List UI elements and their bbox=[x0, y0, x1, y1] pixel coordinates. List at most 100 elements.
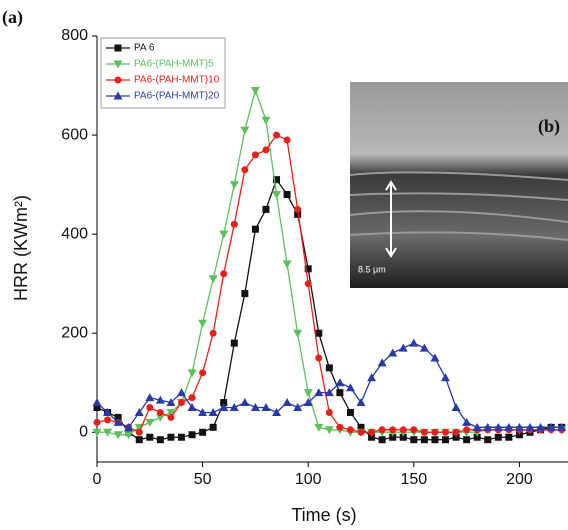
marker bbox=[336, 389, 344, 397]
legend-label: PA 6 bbox=[134, 43, 155, 54]
marker bbox=[177, 433, 185, 441]
marker bbox=[220, 399, 228, 407]
marker bbox=[441, 436, 449, 444]
marker bbox=[514, 422, 524, 431]
marker bbox=[452, 428, 460, 436]
marker bbox=[113, 60, 123, 69]
marker bbox=[177, 399, 185, 407]
marker bbox=[546, 422, 556, 431]
y-tick-label: 200 bbox=[61, 324, 88, 341]
marker bbox=[167, 413, 175, 421]
marker bbox=[220, 270, 228, 278]
marker bbox=[187, 403, 197, 412]
marker bbox=[451, 403, 461, 412]
marker bbox=[463, 436, 471, 444]
marker bbox=[463, 426, 471, 434]
panel-label: (a) bbox=[2, 7, 23, 28]
marker bbox=[219, 230, 229, 239]
marker bbox=[229, 181, 239, 190]
marker bbox=[314, 388, 324, 397]
marker bbox=[398, 343, 408, 352]
marker bbox=[536, 422, 546, 431]
marker bbox=[273, 131, 281, 139]
inset-label: (b) bbox=[538, 116, 560, 137]
marker bbox=[314, 423, 324, 432]
marker bbox=[187, 369, 197, 378]
marker bbox=[113, 91, 123, 100]
marker bbox=[367, 373, 377, 382]
marker bbox=[389, 433, 397, 441]
x-tick-label: 0 bbox=[93, 471, 102, 488]
marker bbox=[440, 373, 450, 382]
marker bbox=[431, 428, 439, 436]
x-axis-title: Time (s) bbox=[291, 505, 356, 525]
marker bbox=[282, 398, 292, 407]
marker bbox=[230, 339, 238, 347]
marker bbox=[198, 319, 208, 328]
marker bbox=[315, 354, 323, 362]
marker bbox=[419, 343, 429, 352]
marker bbox=[293, 403, 303, 412]
marker bbox=[356, 398, 366, 407]
x-tick-label: 50 bbox=[194, 471, 212, 488]
marker bbox=[199, 428, 207, 436]
marker bbox=[250, 403, 260, 412]
marker bbox=[377, 358, 387, 367]
marker bbox=[368, 428, 376, 436]
marker bbox=[92, 428, 102, 437]
marker bbox=[399, 426, 407, 434]
marker bbox=[135, 428, 143, 436]
x-tick-label: 100 bbox=[295, 471, 322, 488]
marker bbox=[336, 423, 344, 431]
marker bbox=[188, 431, 196, 439]
marker bbox=[208, 407, 218, 416]
scale-label: 8.5 μm bbox=[358, 264, 386, 274]
marker bbox=[156, 436, 164, 444]
marker bbox=[219, 403, 229, 412]
marker bbox=[345, 383, 355, 392]
marker bbox=[250, 86, 260, 95]
marker bbox=[325, 408, 333, 416]
marker bbox=[135, 436, 143, 444]
y-tick-label: 400 bbox=[61, 225, 88, 242]
marker bbox=[273, 176, 281, 184]
marker bbox=[494, 433, 502, 441]
marker bbox=[103, 428, 113, 437]
marker bbox=[146, 404, 154, 412]
marker bbox=[241, 166, 249, 174]
marker bbox=[93, 404, 101, 412]
marker bbox=[209, 329, 217, 337]
marker bbox=[484, 436, 492, 444]
marker bbox=[104, 416, 112, 424]
marker bbox=[156, 408, 164, 416]
y-tick-label: 0 bbox=[79, 423, 88, 440]
marker bbox=[103, 407, 113, 416]
marker bbox=[410, 426, 418, 434]
marker bbox=[472, 422, 482, 431]
marker bbox=[241, 290, 249, 298]
marker bbox=[324, 388, 334, 397]
y-tick-label: 600 bbox=[61, 126, 88, 143]
marker bbox=[452, 433, 460, 441]
marker bbox=[113, 431, 123, 440]
marker bbox=[283, 136, 291, 144]
marker bbox=[315, 329, 323, 337]
marker bbox=[124, 422, 134, 431]
marker bbox=[176, 388, 186, 397]
marker bbox=[420, 436, 428, 444]
x-tick-label: 200 bbox=[506, 471, 533, 488]
marker bbox=[230, 220, 238, 228]
marker bbox=[208, 275, 218, 284]
marker bbox=[430, 353, 440, 362]
marker bbox=[272, 191, 282, 200]
marker bbox=[114, 76, 122, 84]
marker bbox=[188, 394, 196, 402]
marker bbox=[229, 403, 239, 412]
marker bbox=[378, 426, 386, 434]
marker bbox=[155, 395, 165, 404]
marker bbox=[378, 436, 386, 444]
marker bbox=[357, 423, 365, 431]
marker bbox=[113, 417, 123, 426]
marker bbox=[431, 436, 439, 444]
